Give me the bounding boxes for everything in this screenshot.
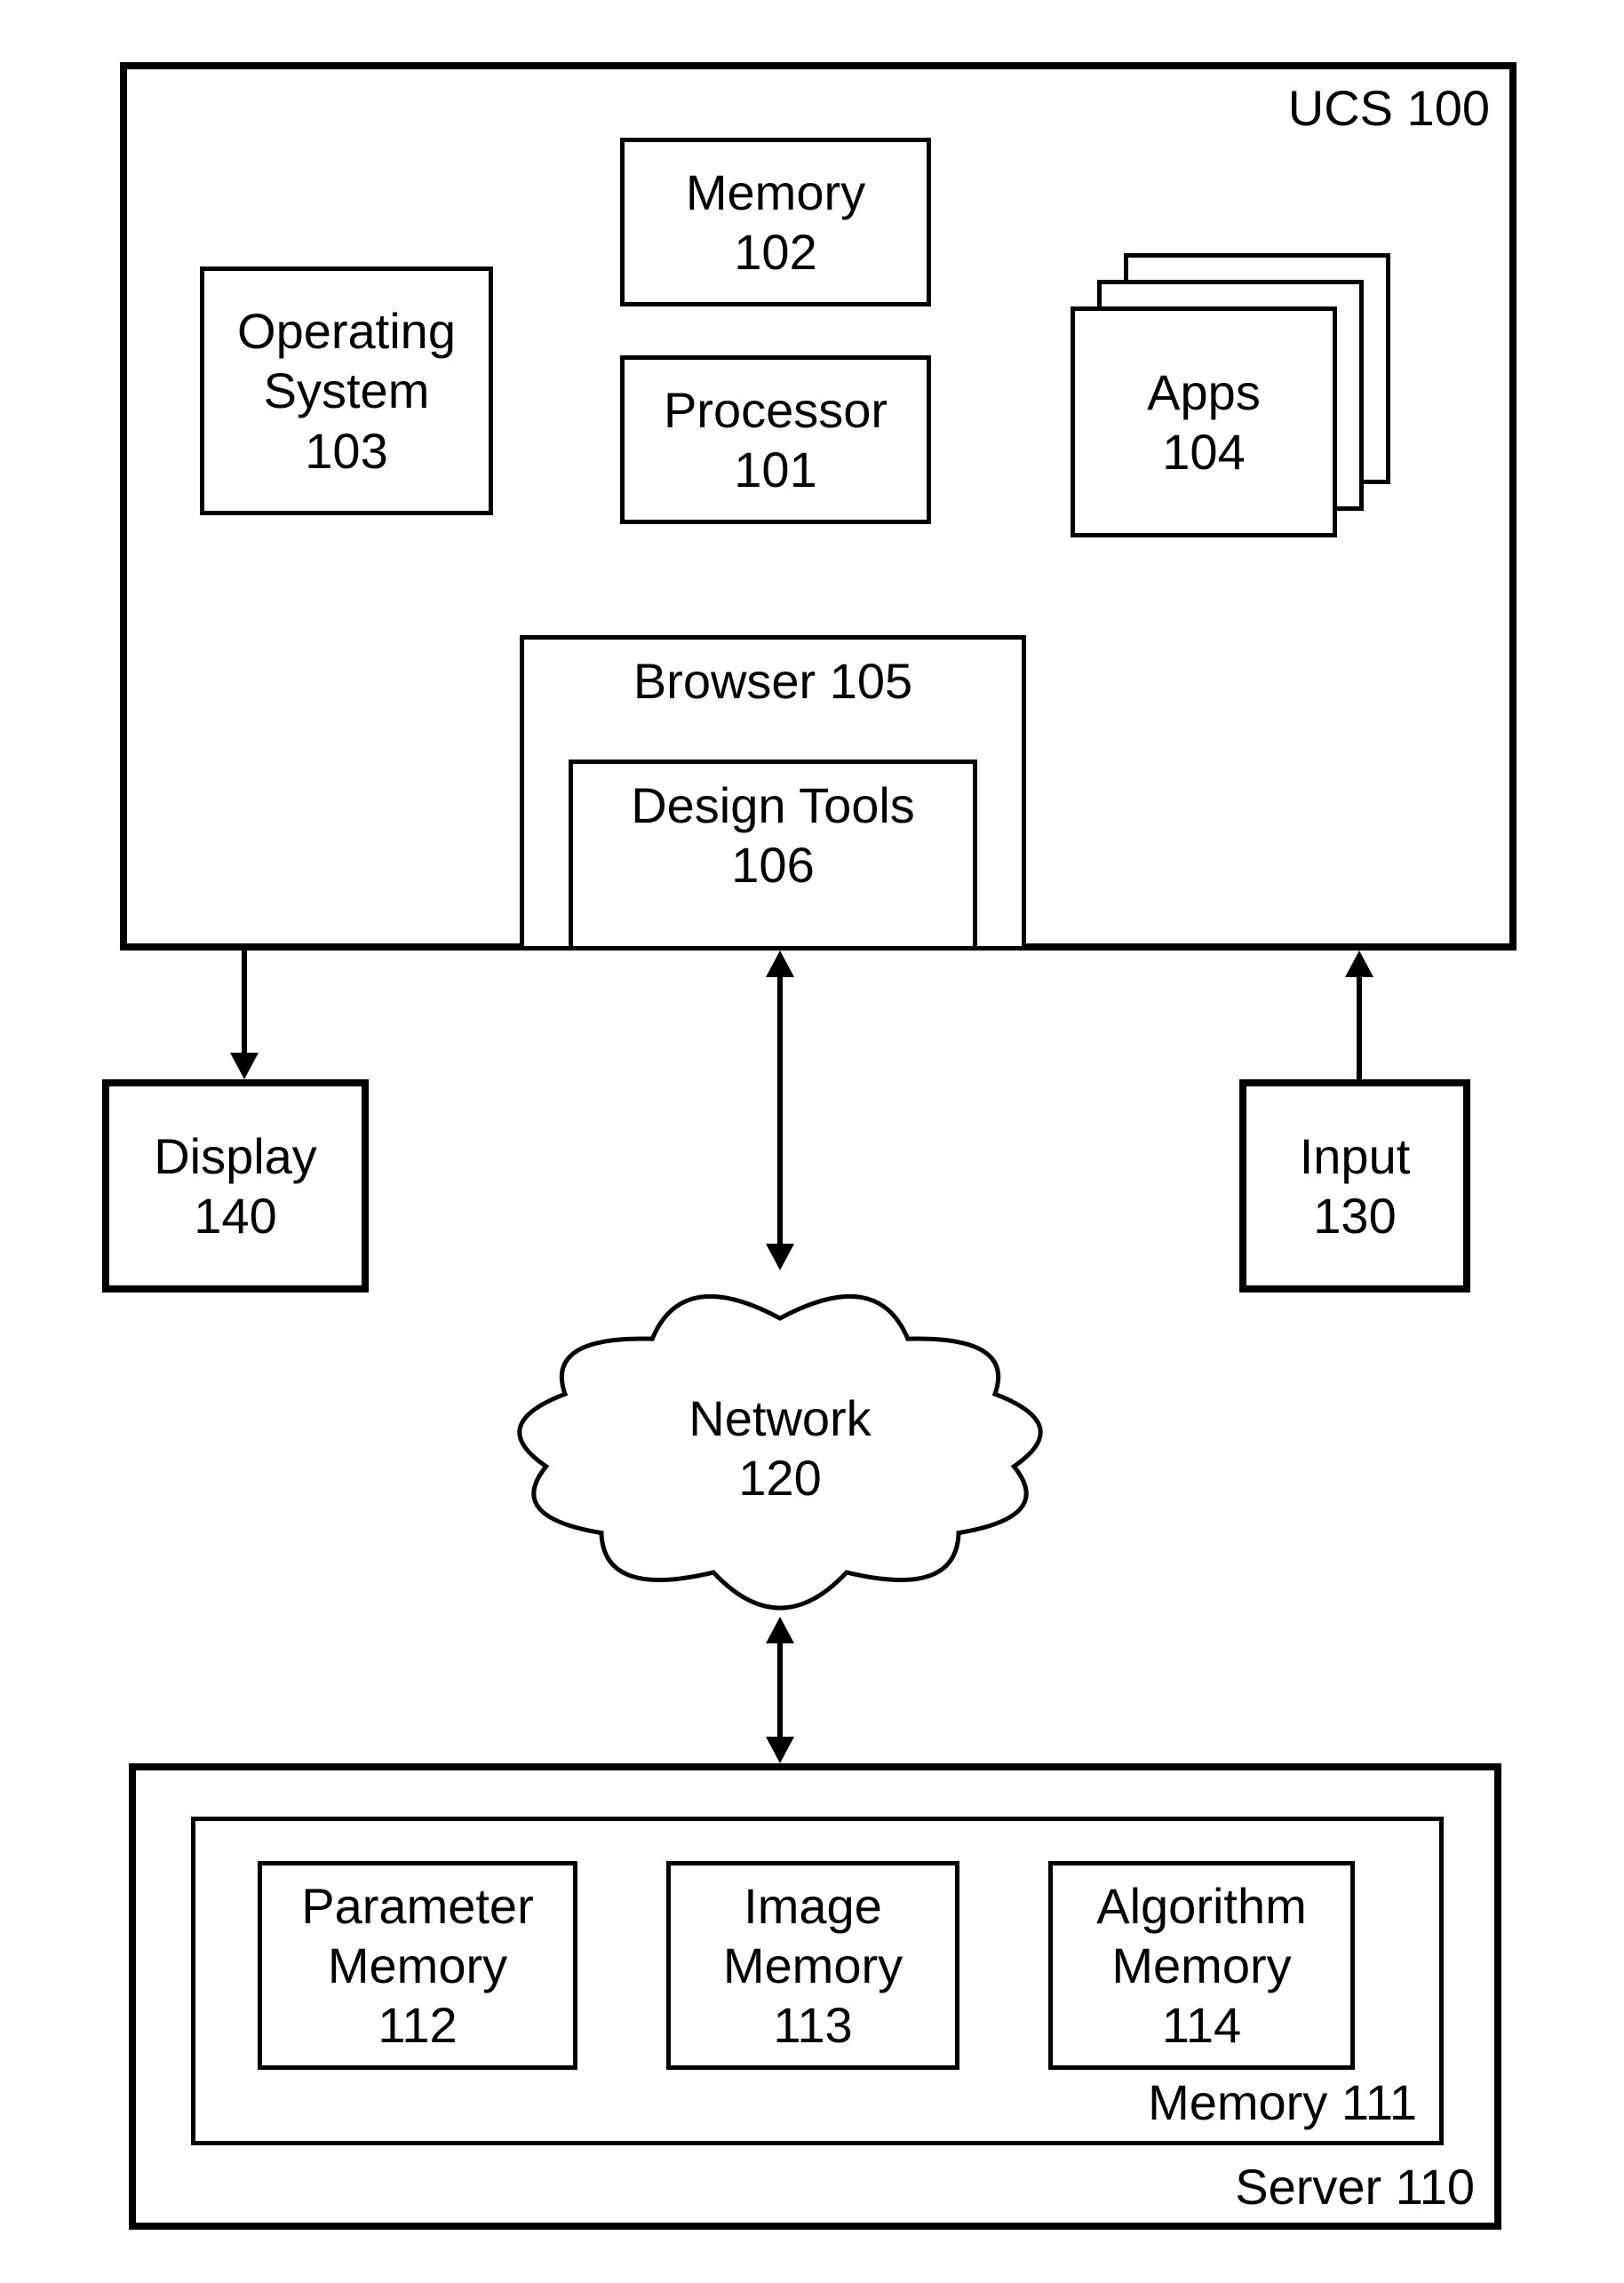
label-browser: Browser 105 [520, 651, 1026, 711]
arrow-0 [230, 951, 259, 1079]
arrow-2 [766, 951, 794, 1270]
corner-label-ucs: UCS 100 [1288, 78, 1490, 138]
diagram-canvas: UCS 100 Operating System 103 Memory 102 Pro… [0, 0, 1624, 2283]
corner-label-server: Server 110 [1235, 2157, 1475, 2216]
corner-label-mem_outer: Memory 111 [1148, 2072, 1417, 2132]
label-design: Design Tools 106 [569, 776, 977, 895]
label-algo_mem: Algorithm Memory 114 [1048, 1876, 1355, 2056]
arrow-1 [1345, 951, 1373, 1079]
label-memory: Memory 102 [620, 163, 931, 282]
label-processor: Processor 101 [620, 380, 931, 499]
label-display: Display 140 [102, 1126, 369, 1245]
label-input: Input 130 [1239, 1126, 1470, 1245]
label-image_mem: Image Memory 113 [666, 1876, 959, 2056]
label-apps: Apps 104 [1071, 362, 1337, 481]
label-cloud: Network 120 [505, 1388, 1055, 1507]
label-param_mem: Parameter Memory 112 [258, 1876, 577, 2056]
arrow-3 [766, 1617, 794, 1763]
label-os: Operating System 103 [200, 301, 493, 481]
